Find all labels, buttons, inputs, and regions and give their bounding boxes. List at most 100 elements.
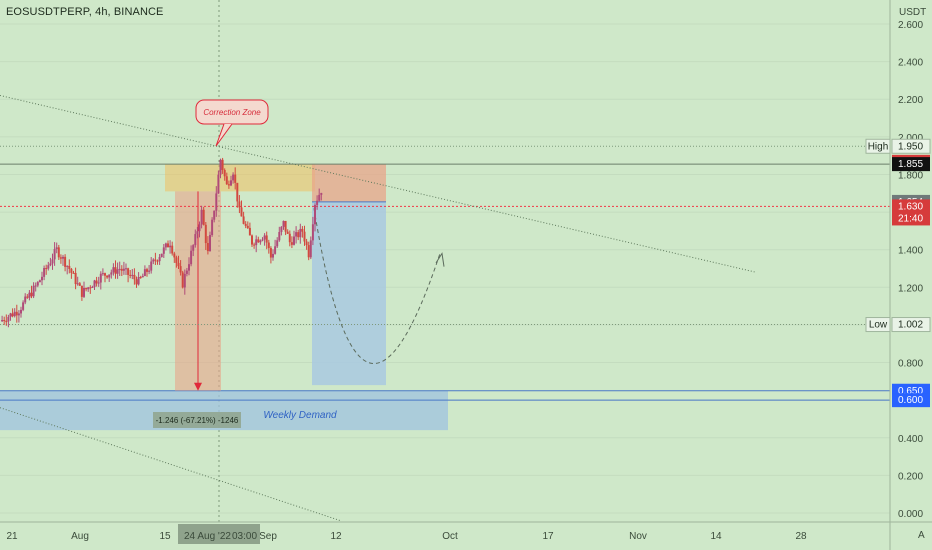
candle-body bbox=[293, 236, 295, 245]
candle-body bbox=[127, 268, 130, 275]
measure-label-box bbox=[153, 412, 241, 428]
symbol-title[interactable]: EOSUSDTPERP, 4h, BINANCE bbox=[6, 6, 164, 18]
x-tick-label: Nov bbox=[629, 531, 647, 542]
candle-body bbox=[225, 176, 228, 185]
candle-body bbox=[257, 239, 260, 243]
candle-body bbox=[114, 267, 117, 274]
candle-body bbox=[1, 319, 4, 322]
price-axis[interactable]: 0.0000.2000.4000.6000.8001.0001.2001.400… bbox=[898, 20, 923, 520]
plot-area[interactable] bbox=[0, 0, 890, 522]
candle-body bbox=[284, 220, 287, 232]
x-tick-label: Oct bbox=[442, 531, 458, 542]
price-tag-value: 1.855 bbox=[898, 159, 923, 170]
currency-unit[interactable]: USDT bbox=[899, 7, 927, 18]
candle-body bbox=[217, 174, 220, 194]
candle-body bbox=[219, 159, 222, 175]
price-tag-value: 1.630 bbox=[898, 201, 923, 212]
candle-body bbox=[38, 280, 41, 283]
candle-body bbox=[206, 243, 209, 252]
candle-body bbox=[265, 235, 268, 243]
candle-body bbox=[95, 280, 98, 284]
candle-body bbox=[72, 272, 75, 274]
candle-body bbox=[66, 265, 69, 267]
annotations: Correction Zone Weekly Demand -1.246 (-67.… bbox=[153, 99, 337, 428]
candle-body bbox=[7, 316, 10, 322]
candle-body bbox=[146, 269, 148, 272]
candle-body bbox=[261, 239, 264, 241]
x-tick-label: 12 bbox=[330, 531, 342, 542]
candle-body bbox=[36, 282, 39, 286]
correction-band bbox=[165, 164, 315, 192]
candle-body bbox=[177, 262, 180, 267]
candle-body bbox=[158, 257, 161, 262]
candle-body bbox=[305, 241, 308, 246]
candle-body bbox=[196, 231, 199, 235]
crosshair-date: 24 Aug '22 bbox=[184, 531, 231, 542]
measure-label: -1.246 (-67.21%) -1246 bbox=[156, 416, 239, 425]
x-tick-label: Aug bbox=[71, 531, 89, 542]
price-tags: High1.9501.8671.8551.6541.63021:40Low1.0… bbox=[865, 138, 931, 408]
candle-body bbox=[148, 270, 151, 272]
projected-arrow bbox=[435, 252, 445, 267]
candle-body bbox=[83, 287, 85, 297]
candle-body bbox=[251, 235, 253, 245]
candle-body bbox=[80, 285, 83, 297]
candle-body bbox=[141, 275, 144, 278]
candle-body bbox=[230, 180, 232, 186]
y-tick-label: 2.400 bbox=[898, 58, 923, 69]
candle-body bbox=[143, 269, 146, 276]
y-tick-label: 2.600 bbox=[898, 20, 923, 31]
upper-trend-line bbox=[0, 94, 757, 273]
candle-body bbox=[227, 184, 230, 186]
candle-body bbox=[20, 309, 22, 314]
candle-body bbox=[198, 224, 201, 232]
candle-body bbox=[135, 279, 138, 285]
candle-body bbox=[99, 273, 102, 283]
candle-body bbox=[181, 272, 184, 288]
candle-body bbox=[45, 267, 48, 269]
candle-body bbox=[259, 240, 262, 243]
price-tag-label-box bbox=[865, 138, 891, 154]
candle-body bbox=[137, 277, 140, 285]
candle-body bbox=[47, 265, 50, 269]
candle-body bbox=[290, 242, 293, 245]
x-tick-label: 14 bbox=[710, 531, 722, 542]
crosshair-time-box bbox=[178, 524, 260, 544]
candle-body bbox=[286, 231, 289, 234]
candle-body bbox=[3, 319, 6, 322]
candle-body bbox=[154, 259, 157, 261]
candle-body bbox=[272, 253, 274, 258]
candle-body bbox=[183, 273, 186, 288]
candle-body bbox=[200, 209, 203, 225]
candle-body bbox=[221, 159, 224, 170]
candle-body bbox=[248, 227, 251, 236]
candle-body bbox=[131, 274, 134, 276]
y-tick-label: 1.800 bbox=[898, 170, 923, 181]
candle-body bbox=[152, 259, 155, 262]
time-axis[interactable]: 21 Aug 15 Sep 12 Oct 17 Nov 14 28 24 Aug '22 03:00 bbox=[6, 524, 807, 544]
candle-body bbox=[104, 273, 106, 276]
candle-body bbox=[76, 283, 79, 285]
candle-body bbox=[118, 268, 121, 270]
candle-body bbox=[223, 169, 226, 177]
candle-body bbox=[280, 226, 283, 233]
candle-body bbox=[269, 248, 272, 258]
candle-body bbox=[13, 311, 16, 317]
candle-body bbox=[213, 210, 216, 220]
candle-body bbox=[282, 220, 285, 227]
x-tick-label: 21 bbox=[6, 531, 18, 542]
take-profit-zone bbox=[312, 201, 386, 386]
callout-pointer bbox=[215, 123, 233, 147]
candle-body bbox=[28, 292, 31, 298]
candle-body bbox=[246, 225, 249, 228]
candle-body bbox=[164, 243, 167, 248]
candle-body bbox=[22, 302, 25, 310]
auto-scale-button[interactable]: A bbox=[918, 530, 925, 541]
candle-body bbox=[129, 274, 132, 276]
candle-body bbox=[299, 228, 302, 238]
candle-body bbox=[320, 192, 323, 195]
candle-body bbox=[175, 257, 178, 263]
candle-body bbox=[297, 232, 300, 238]
